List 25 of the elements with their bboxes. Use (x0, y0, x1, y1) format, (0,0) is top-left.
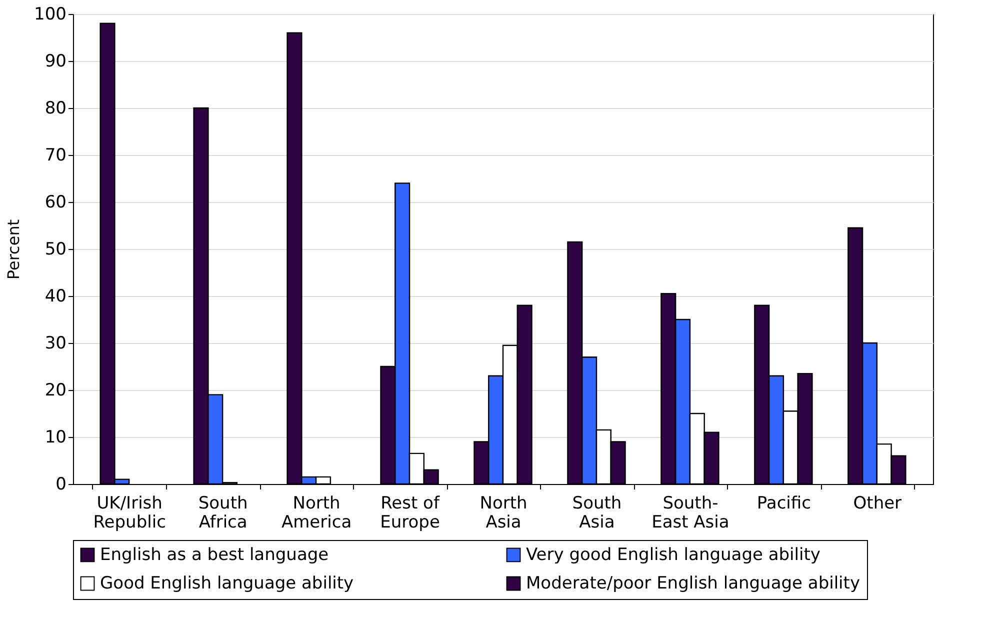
legend-label: Good English language ability (100, 574, 354, 594)
y-tick-label: 70 (44, 146, 66, 166)
y-tick-label: 60 (44, 192, 66, 212)
legend-label: Moderate/poor English language ability (526, 574, 860, 594)
x-tick-label: Other (853, 494, 902, 514)
y-tick-label: 100 (34, 4, 66, 24)
y-tick-label: 0 (56, 474, 66, 494)
y-tick-label: 30 (44, 334, 66, 354)
y-tick-label: 50 (44, 240, 66, 260)
x-tick-label: North America (281, 494, 352, 532)
x-tick-label: South-East Asia (652, 494, 730, 532)
x-tick-label: South Asia (572, 494, 622, 532)
x-tick-label: North Asia (480, 494, 528, 532)
y-axis-title: Percent (4, 219, 24, 280)
y-tick-label: 10 (44, 428, 66, 448)
y-tick-label: 40 (44, 286, 66, 306)
x-tick-label: South Africa (198, 494, 248, 532)
legend-label: Very good English language ability (526, 544, 820, 565)
x-tick-label: Pacific (756, 494, 811, 514)
x-tick-label: UK/Irish Republic (93, 494, 166, 532)
y-tick-label: 20 (44, 380, 66, 400)
y-tick-label: 80 (44, 98, 66, 118)
x-tick-label: Rest of Europe (380, 494, 440, 532)
y-tick-label: 90 (44, 52, 66, 72)
legend-label: English as a best language (100, 544, 329, 565)
